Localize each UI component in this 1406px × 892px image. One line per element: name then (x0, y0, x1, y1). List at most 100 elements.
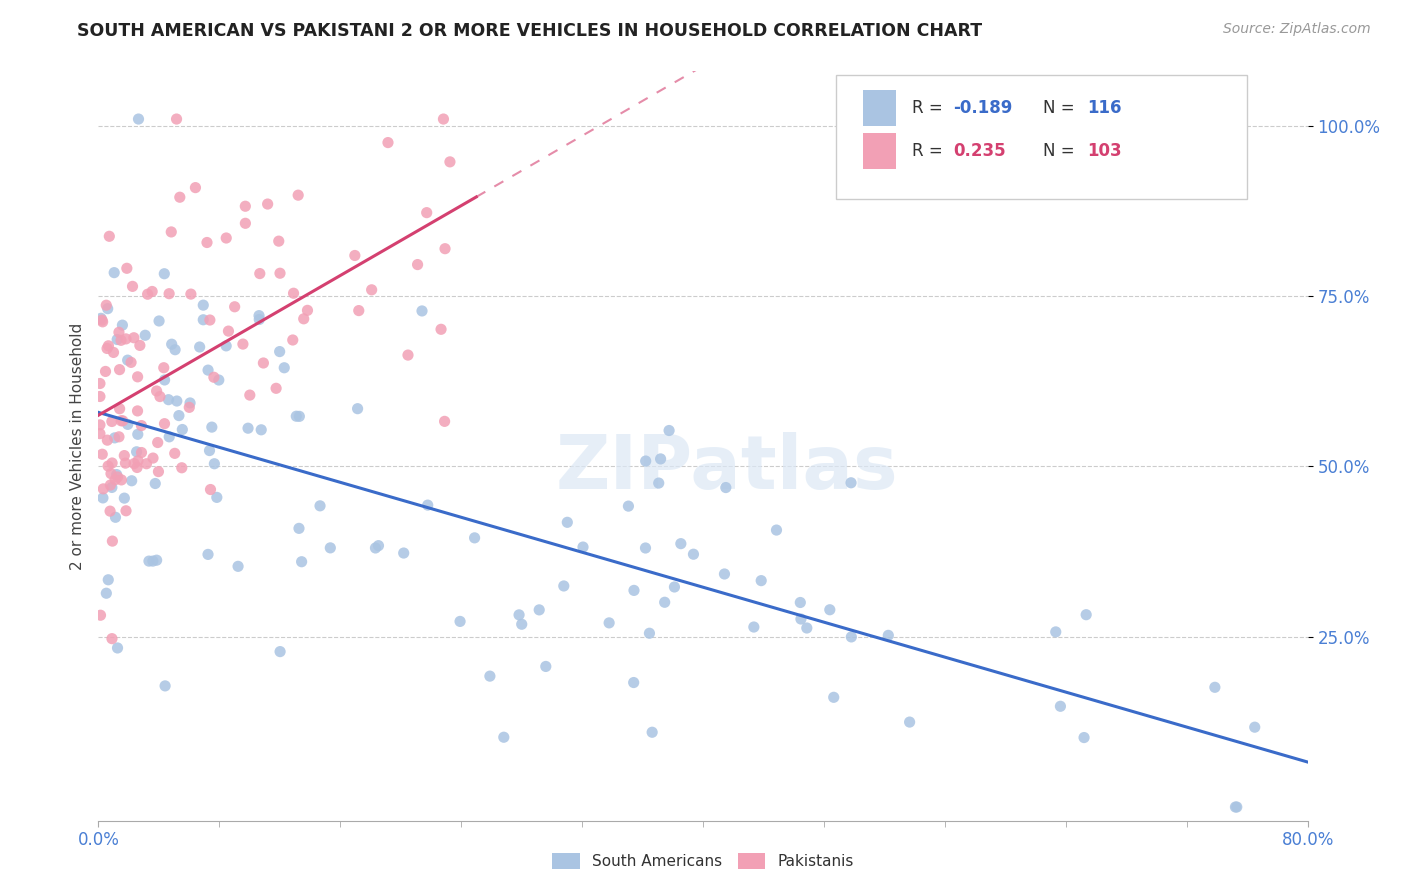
Point (122, 457, 145, 471)
Point (224, 300, 246, 314)
Point (416, 498, 439, 512)
Point (127, 369, 149, 384)
Point (96, 586, 118, 600)
Point (157, 430, 180, 444)
Point (153, 373, 176, 387)
Point (492, 730, 515, 744)
Point (239, 388, 262, 402)
Point (142, 554, 165, 568)
Point (634, 454, 657, 468)
Point (148, 465, 170, 479)
Point (101, 415, 124, 429)
Point (112, 449, 135, 463)
Point (135, 457, 157, 471)
Point (98, 229, 121, 244)
Point (127, 454, 149, 468)
Point (309, 499, 332, 513)
Point (100, 467, 122, 481)
Point (343, 248, 366, 262)
Point (200, 483, 222, 497)
Point (508, 607, 530, 622)
Point (392, 546, 415, 560)
Point (411, 304, 433, 318)
Point (233, 199, 256, 213)
Point (163, 446, 186, 460)
Point (169, 190, 191, 204)
Point (790, 612, 813, 626)
Point (269, 645, 291, 659)
FancyBboxPatch shape (837, 75, 1247, 199)
Point (136, 287, 159, 301)
Point (105, 467, 128, 482)
Point (131, 418, 153, 433)
Point (134, 328, 156, 343)
Point (898, 714, 921, 729)
Point (108, 326, 131, 340)
Point (89, 608, 111, 623)
Point (105, 333, 128, 347)
Point (89, 376, 111, 391)
FancyBboxPatch shape (863, 133, 897, 169)
Point (217, 324, 239, 338)
Point (623, 583, 645, 598)
Point (110, 334, 132, 348)
Point (650, 451, 672, 466)
Point (742, 620, 765, 634)
Point (510, 617, 533, 632)
Point (114, 456, 136, 470)
Point (166, 112, 188, 126)
Point (269, 344, 291, 359)
Point (121, 279, 143, 293)
Point (291, 555, 314, 569)
Point (146, 435, 169, 450)
Point (180, 287, 202, 301)
Point (823, 690, 845, 705)
Point (121, 474, 143, 488)
Point (247, 312, 270, 326)
Point (654, 595, 676, 609)
Point (669, 536, 692, 550)
Point (252, 356, 274, 370)
Point (247, 309, 270, 323)
Point (236, 421, 259, 435)
Point (235, 216, 257, 230)
Point (267, 234, 290, 248)
Point (226, 559, 249, 574)
Point (111, 318, 134, 333)
Point (125, 460, 148, 475)
Point (108, 362, 131, 376)
Point (97, 339, 120, 353)
Point (215, 231, 238, 245)
Text: R =: R = (912, 99, 948, 117)
Point (1204, 681, 1226, 695)
Point (433, 414, 456, 428)
Point (115, 261, 138, 276)
Point (141, 285, 163, 299)
Point (1243, 720, 1265, 734)
Point (287, 188, 309, 202)
Text: Source: ZipAtlas.com: Source: ZipAtlas.com (1223, 22, 1371, 37)
Point (364, 541, 387, 555)
Point (202, 370, 225, 384)
Text: SOUTH AMERICAN VS PAKISTANI 2 OR MORE VEHICLES IN HOUSEHOLD CORRELATION CHART: SOUTH AMERICAN VS PAKISTANI 2 OR MORE VE… (77, 22, 983, 40)
Point (112, 491, 135, 505)
Point (285, 409, 308, 424)
Point (101, 456, 124, 470)
Point (167, 409, 190, 423)
Point (598, 615, 620, 630)
Point (104, 473, 127, 487)
Point (101, 534, 124, 549)
Point (1045, 624, 1067, 639)
Point (658, 424, 681, 438)
Point (143, 476, 166, 491)
Point (202, 457, 225, 471)
Point (117, 353, 139, 368)
Point (1076, 607, 1098, 622)
Point (478, 669, 501, 683)
Legend: South Americans, Pakistanis: South Americans, Pakistanis (547, 847, 859, 875)
Point (367, 539, 389, 553)
Point (128, 338, 150, 352)
Point (749, 574, 772, 588)
Point (432, 112, 454, 126)
Point (131, 445, 153, 459)
